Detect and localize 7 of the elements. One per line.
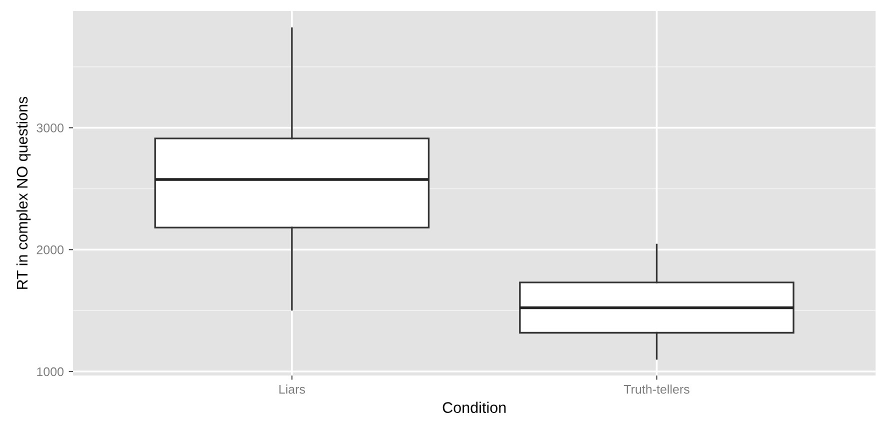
y-axis-title: RT in complex NO questions bbox=[16, 96, 31, 289]
x-tick-label: Truth-tellers bbox=[624, 384, 690, 394]
y-tick-label: 1000 bbox=[37, 367, 64, 376]
x-axis-title: Condition bbox=[442, 402, 506, 413]
y-tick-label: 2000 bbox=[36, 245, 64, 254]
y-tick-label: 3000 bbox=[36, 124, 64, 132]
x-tick-label: Liars bbox=[279, 384, 306, 394]
